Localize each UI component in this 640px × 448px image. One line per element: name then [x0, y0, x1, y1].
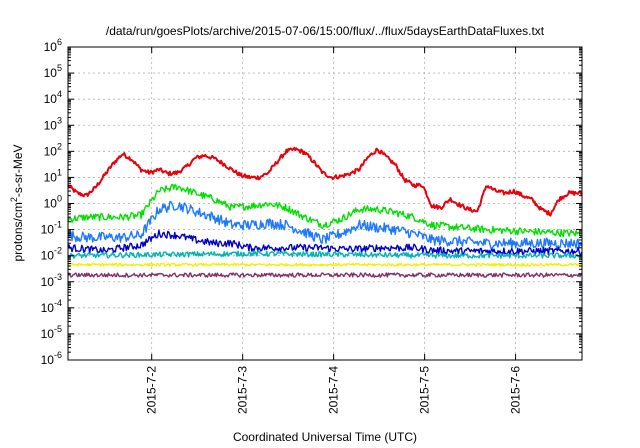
- y-axis-label: protons/cm2-s-sr-MeV: [9, 144, 25, 261]
- y-axis-ticks: 10-6 10-5 10-4 10-3 10-2 10-1 100 101 102 103 104 1…: [41, 37, 582, 367]
- y-tick-label: 102: [44, 141, 62, 158]
- x-tick-label: 2015-7-2: [145, 366, 159, 414]
- grid: [68, 46, 582, 361]
- y-tick-label: 10-3: [41, 272, 62, 289]
- series-line-5: [67, 250, 583, 259]
- series-line-1: [67, 146, 583, 217]
- x-tick-label: 2015-7-6: [509, 366, 523, 414]
- y-tick-label: 10-5: [41, 324, 62, 341]
- series-line-2: [67, 183, 583, 238]
- series-line-7: [67, 272, 583, 278]
- series-line-4: [67, 229, 583, 256]
- data-series: [67, 146, 583, 278]
- y-tick-label: 10-4: [41, 298, 62, 315]
- y-tick-label: 10-6: [41, 350, 62, 367]
- y-tick-label: 100: [44, 194, 62, 211]
- x-axis-label: Coordinated Universal Time (UTC): [233, 430, 417, 444]
- y-tick-label: 101: [44, 167, 62, 184]
- y-tick-label: 104: [44, 89, 62, 106]
- chart-title: /data/run/goesPlots/archive/2015-07-06/1…: [106, 24, 545, 38]
- x-axis-ticks: 2015-7-2 2015-7-3 2015-7-4 2015-7-5 2015-7-6: [145, 47, 523, 414]
- y-tick-label: 10-1: [41, 220, 62, 237]
- y-tick-label: 106: [44, 37, 62, 54]
- x-tick-label: 2015-7-5: [418, 366, 432, 414]
- x-tick-label: 2015-7-3: [236, 366, 250, 414]
- x-tick-label: 2015-7-4: [327, 366, 341, 414]
- series-line-6: [67, 262, 583, 267]
- series-line-3: [67, 200, 583, 250]
- y-tick-label: 103: [44, 115, 62, 132]
- y-tick-label: 10-2: [41, 246, 62, 263]
- y-tick-label: 105: [44, 63, 62, 80]
